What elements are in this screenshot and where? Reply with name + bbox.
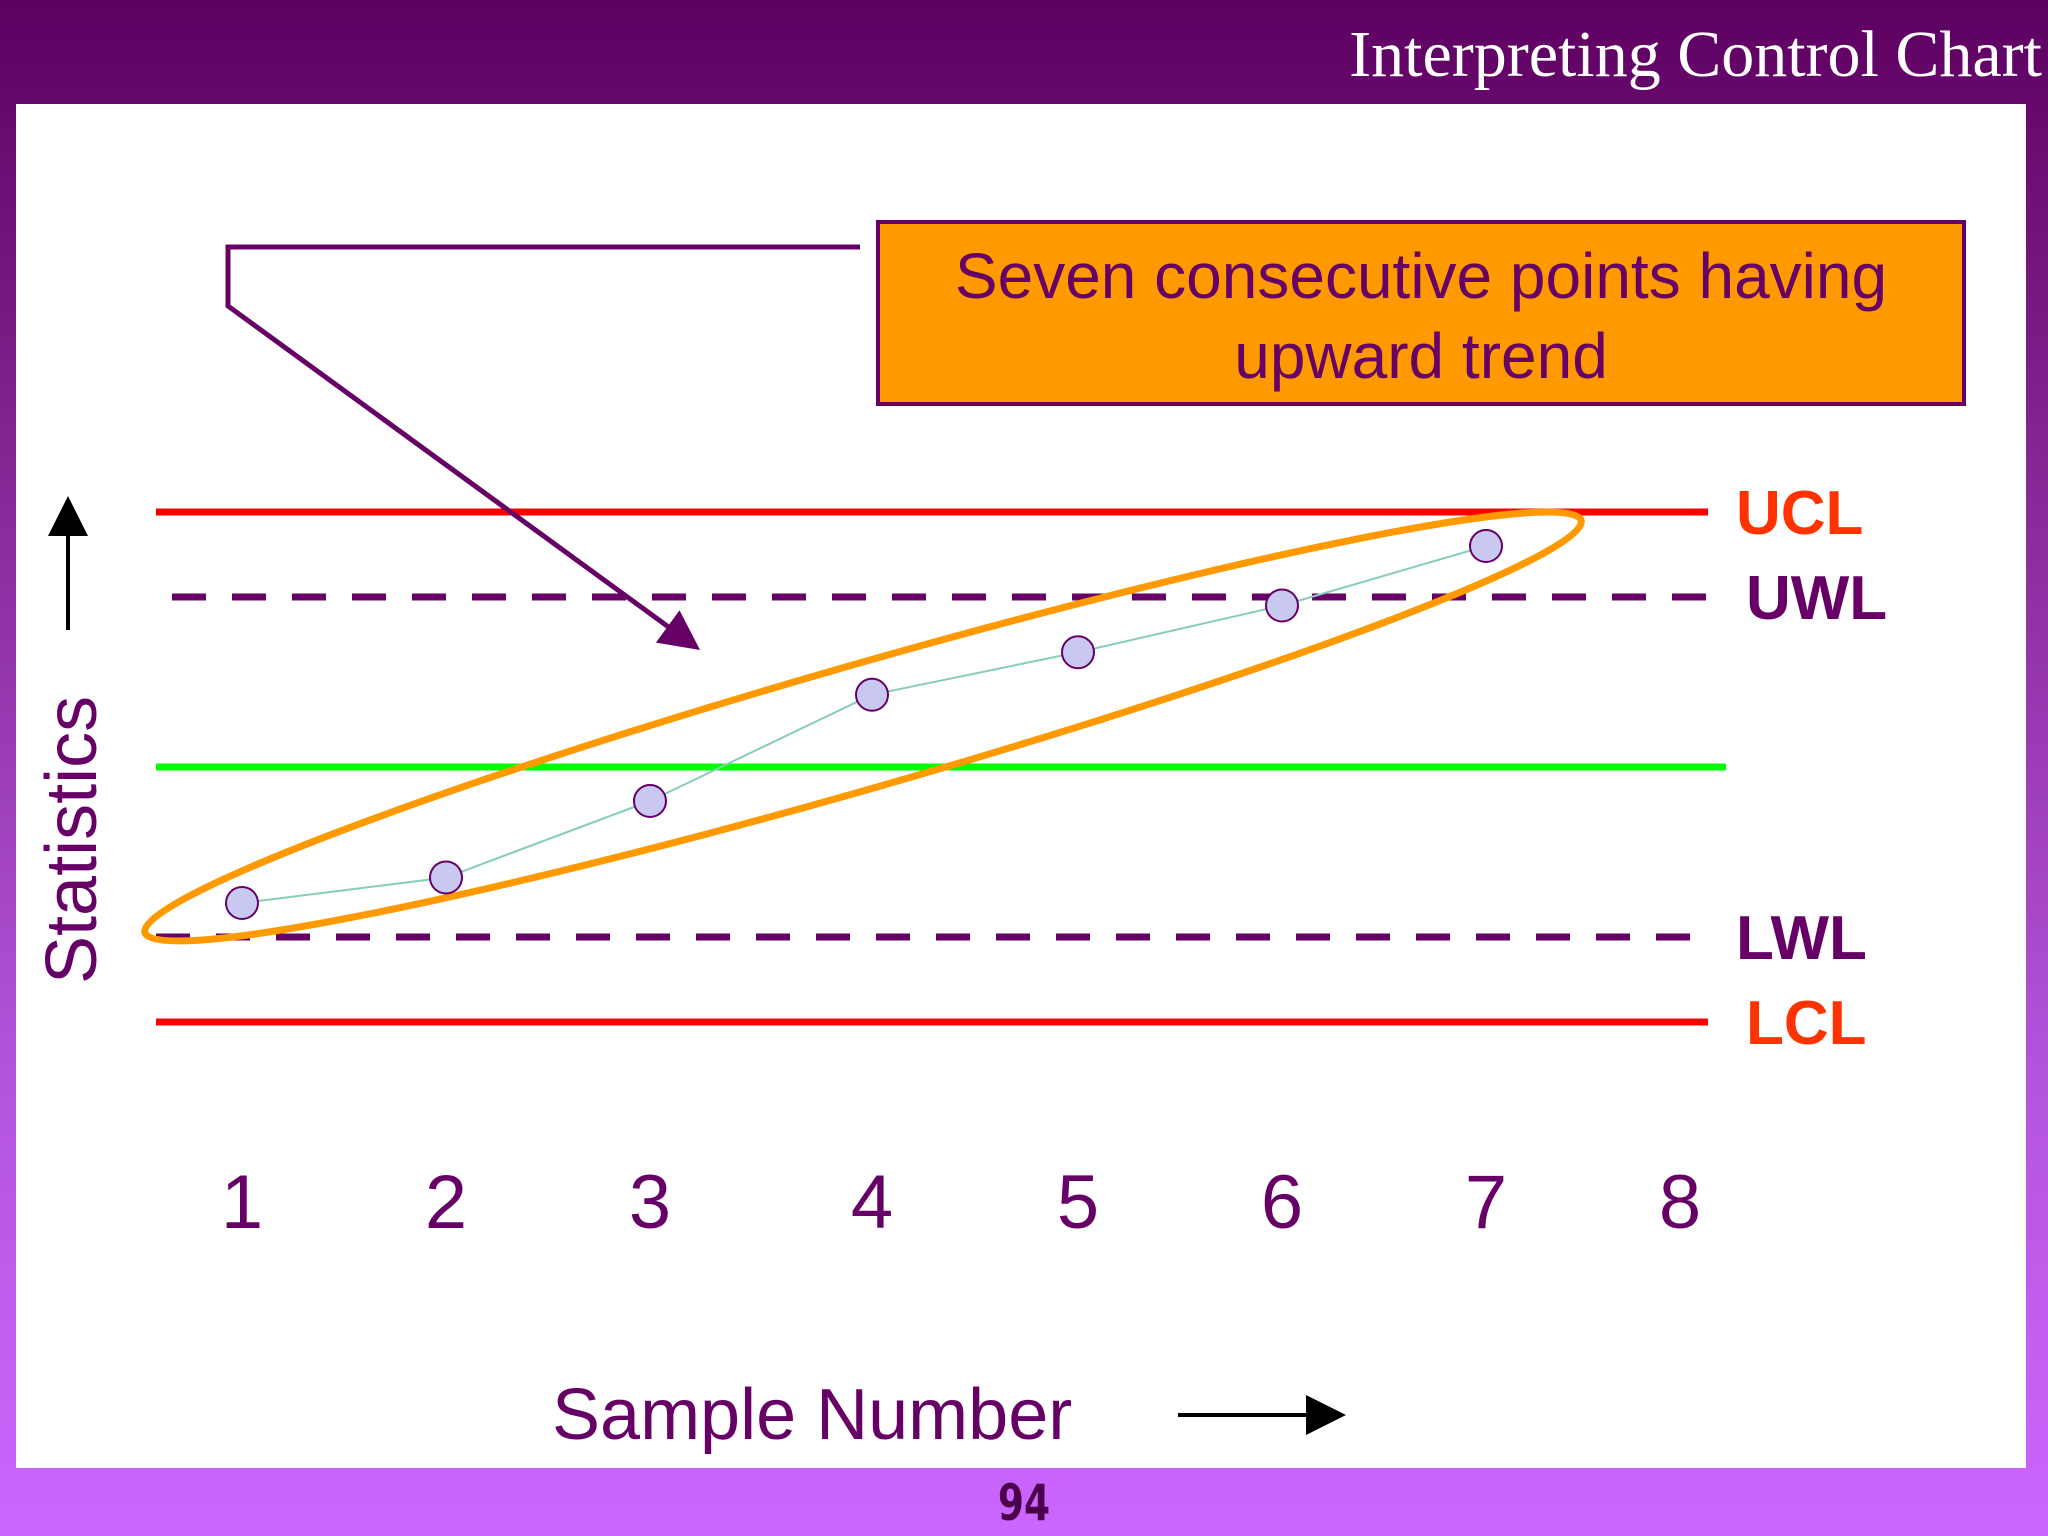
data-point	[1469, 529, 1503, 563]
x-tick-label: 6	[1261, 1160, 1303, 1245]
x-tick-labels: 1 2 3 4 5 6 7 8	[221, 1160, 1701, 1245]
x-axis-label: Sample Number	[552, 1375, 1072, 1455]
x-tick-label: 4	[851, 1160, 893, 1245]
x-tick-label: 8	[1659, 1160, 1701, 1245]
data-point	[1265, 588, 1299, 623]
control-chart: UCL UWL LWL LCL 1 2 3 4 5 6 7 8 Sample Number Stat…	[32, 244, 1887, 1455]
data-point	[1061, 635, 1095, 670]
x-tick-label: 1	[221, 1160, 263, 1245]
lwl-label: LWL	[1736, 904, 1867, 973]
callout-pointer	[225, 244, 860, 650]
data-point	[225, 886, 259, 920]
callout-box: Seven consecutive points having upward t…	[876, 220, 1966, 406]
x-tick-label: 3	[629, 1160, 671, 1245]
page-number: 94	[997, 1474, 1051, 1532]
x-tick-label: 7	[1465, 1160, 1507, 1245]
data-point	[855, 677, 889, 712]
lcl-label: LCL	[1746, 989, 1867, 1058]
trend-highlight-ellipse	[141, 508, 1585, 945]
control-limit-labels: UCL UWL LWL LCL	[1736, 479, 1887, 1058]
slide-title: Interpreting Control Chart	[1349, 18, 2042, 91]
chart-panel: UCL UWL LWL LCL 1 2 3 4 5 6 7 8 Sample Number Stat…	[16, 104, 2026, 1468]
data-point	[633, 784, 667, 818]
y-axis-label: Statistics	[32, 696, 112, 984]
x-tick-label: 5	[1057, 1160, 1099, 1245]
data-point	[429, 860, 463, 895]
ucl-label: UCL	[1736, 479, 1863, 548]
x-tick-label: 2	[425, 1160, 467, 1245]
uwl-label: UWL	[1746, 564, 1887, 633]
data-series	[141, 508, 1585, 945]
